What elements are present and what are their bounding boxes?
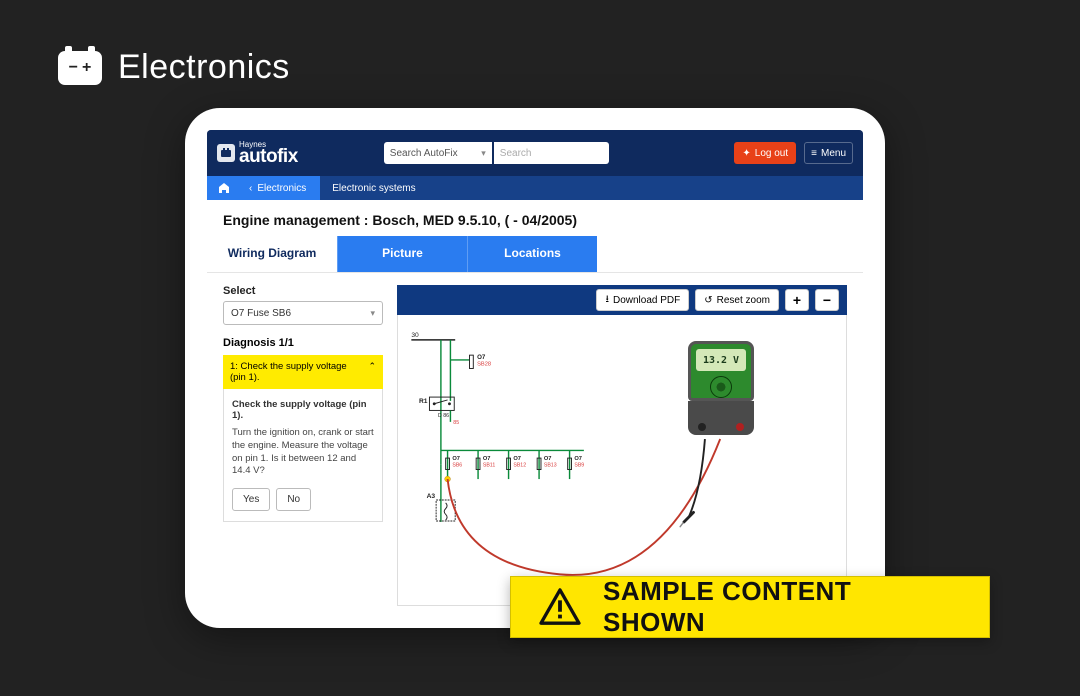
menu-button[interactable]: ≡ Menu — [804, 142, 853, 164]
tabs: Wiring Diagram Picture Locations — [207, 236, 863, 273]
diagnosis-heading: Diagnosis 1/1 — [223, 337, 383, 349]
sample-content-banner: SAMPLE CONTENT SHOWN — [510, 576, 990, 638]
diagram-panel: ⭳ Download PDF ↺ Reset zoom + − 30O7SB28… — [397, 285, 847, 606]
svg-text:R1: R1 — [419, 398, 428, 405]
svg-text:O7: O7 — [574, 456, 582, 462]
multimeter-body — [688, 401, 754, 435]
multimeter-reading: 13.2 V — [696, 349, 746, 371]
zoom-in-button[interactable]: + — [785, 289, 809, 311]
no-button[interactable]: No — [276, 488, 311, 511]
search-input[interactable]: Search — [494, 142, 609, 164]
page-title: Engine management : Bosch, MED 9.5.10, (… — [207, 200, 863, 236]
section-title: Electronics — [118, 48, 290, 87]
hamburger-icon: ≡ — [811, 148, 817, 159]
tab-wiring-diagram[interactable]: Wiring Diagram — [207, 236, 337, 272]
diagram-toolbar: ⭳ Download PDF ↺ Reset zoom + − — [397, 285, 847, 315]
search-scope-select[interactable]: Search AutoFix ▾ — [384, 142, 492, 164]
svg-text:SB6: SB6 — [452, 463, 462, 469]
menu-label: Menu — [821, 148, 846, 159]
step-header-text: 1: Check the supply voltage (pin 1). — [230, 361, 360, 383]
breadcrumb: ‹ Electronics Electronic systems — [207, 176, 863, 200]
person-icon: ✦ — [742, 148, 750, 159]
svg-text:O7: O7 — [483, 456, 491, 462]
logout-label: Log out — [755, 148, 788, 159]
wiring-diagram-svg: 30O7SB28R1D 8685O7SB6O7SB11O7SB12O7SB13O… — [398, 315, 846, 605]
brand-icon — [217, 144, 235, 162]
chevron-left-icon: ‹ — [249, 183, 252, 194]
search-placeholder: Search — [500, 148, 532, 159]
svg-text:30: 30 — [411, 332, 419, 339]
multimeter: 13.2 V — [688, 341, 754, 435]
search-scope-label: Search AutoFix — [390, 148, 458, 159]
chevron-up-icon: ⌃ — [368, 361, 376, 372]
tablet-frame: Haynes autofix Search AutoFix ▾ Search ✦… — [185, 108, 885, 628]
svg-text:O7: O7 — [452, 456, 460, 462]
section-header: −+ Electronics — [58, 48, 290, 87]
reset-zoom-button[interactable]: ↺ Reset zoom — [695, 289, 779, 311]
content-area: Select O7 Fuse SB6 ▾ Diagnosis 1/1 1: Ch… — [207, 273, 863, 606]
multimeter-dial — [710, 376, 732, 398]
select-label: Select — [223, 285, 383, 297]
diagnosis-step-body: Check the supply voltage (pin 1). Turn t… — [223, 389, 383, 522]
tab-picture[interactable]: Picture — [337, 236, 467, 272]
svg-text:SB13: SB13 — [544, 463, 557, 469]
warning-icon — [539, 588, 581, 626]
svg-text:O7: O7 — [544, 456, 552, 462]
app-header: Haynes autofix Search AutoFix ▾ Search ✦… — [207, 130, 863, 176]
chevron-down-icon: ▾ — [370, 308, 375, 319]
yes-button[interactable]: Yes — [232, 488, 270, 511]
svg-text:O7: O7 — [513, 456, 521, 462]
diagnosis-panel: Select O7 Fuse SB6 ▾ Diagnosis 1/1 1: Ch… — [223, 285, 383, 606]
home-icon — [218, 182, 230, 194]
search-group: Search AutoFix ▾ Search — [384, 142, 609, 164]
component-select[interactable]: O7 Fuse SB6 ▾ — [223, 301, 383, 325]
svg-text:O7: O7 — [477, 354, 486, 361]
zoom-out-button[interactable]: − — [815, 289, 839, 311]
svg-text:A3: A3 — [427, 493, 436, 500]
svg-text:SB11: SB11 — [483, 463, 496, 469]
diagnosis-step-header[interactable]: 1: Check the supply voltage (pin 1). ⌃ — [223, 355, 383, 389]
select-value: O7 Fuse SB6 — [231, 308, 291, 319]
svg-text:SB28: SB28 — [477, 362, 491, 368]
breadcrumb-home[interactable] — [207, 176, 241, 200]
chevron-down-icon: ▾ — [481, 148, 486, 159]
svg-text:SB12: SB12 — [513, 463, 526, 469]
breadcrumb-current: Electronic systems — [320, 176, 427, 200]
app-screen: Haynes autofix Search AutoFix ▾ Search ✦… — [207, 130, 863, 606]
yes-no-buttons: Yes No — [232, 488, 374, 511]
brand-logo[interactable]: Haynes autofix — [217, 141, 298, 166]
tab-locations[interactable]: Locations — [467, 236, 597, 272]
battery-icon: −+ — [58, 51, 102, 85]
banner-text: SAMPLE CONTENT SHOWN — [603, 576, 961, 638]
svg-text:SB9: SB9 — [574, 463, 584, 469]
breadcrumb-back-label: Electronics — [257, 183, 306, 194]
wiring-diagram-canvas[interactable]: 30O7SB28R1D 8685O7SB6O7SB11O7SB12O7SB13O… — [397, 315, 847, 606]
step-description: Turn the ignition on, crank or start the… — [232, 427, 374, 478]
brand-text: Haynes autofix — [239, 141, 298, 166]
reset-icon: ↺ — [704, 295, 712, 306]
download-pdf-button[interactable]: ⭳ Download PDF — [596, 289, 689, 311]
download-icon: ⭳ — [605, 292, 609, 309]
step-title: Check the supply voltage (pin 1). — [232, 399, 374, 421]
svg-text:D 86: D 86 — [438, 413, 449, 419]
logout-button[interactable]: ✦ Log out — [734, 142, 796, 164]
svg-text:85: 85 — [453, 420, 459, 426]
breadcrumb-back[interactable]: ‹ Electronics — [241, 176, 320, 200]
